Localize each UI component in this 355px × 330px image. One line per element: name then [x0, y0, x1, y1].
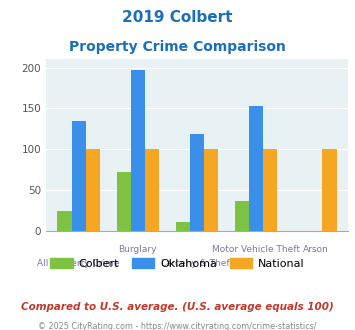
Text: Arson: Arson [302, 245, 328, 254]
Bar [145, 149, 159, 231]
Bar [190, 134, 204, 231]
Bar [116, 172, 131, 231]
Text: All Property Crime: All Property Crime [37, 259, 120, 268]
Bar [204, 149, 218, 231]
Bar [176, 222, 190, 231]
Text: Burglary: Burglary [119, 245, 157, 254]
Text: 2019 Colbert: 2019 Colbert [122, 10, 233, 25]
Text: Motor Vehicle Theft: Motor Vehicle Theft [212, 245, 300, 254]
Bar [131, 70, 145, 231]
Text: Compared to U.S. average. (U.S. average equals 100): Compared to U.S. average. (U.S. average … [21, 302, 334, 312]
Legend: Colbert, Oklahoma, National: Colbert, Oklahoma, National [46, 254, 309, 273]
Bar [249, 106, 263, 231]
Bar [235, 201, 249, 231]
Bar [86, 149, 100, 231]
Bar [72, 121, 86, 231]
Text: Larceny & Theft: Larceny & Theft [161, 259, 233, 268]
Text: © 2025 CityRating.com - https://www.cityrating.com/crime-statistics/: © 2025 CityRating.com - https://www.city… [38, 322, 317, 330]
Bar [58, 212, 72, 231]
Text: Property Crime Comparison: Property Crime Comparison [69, 40, 286, 53]
Bar [322, 149, 337, 231]
Bar [263, 149, 278, 231]
